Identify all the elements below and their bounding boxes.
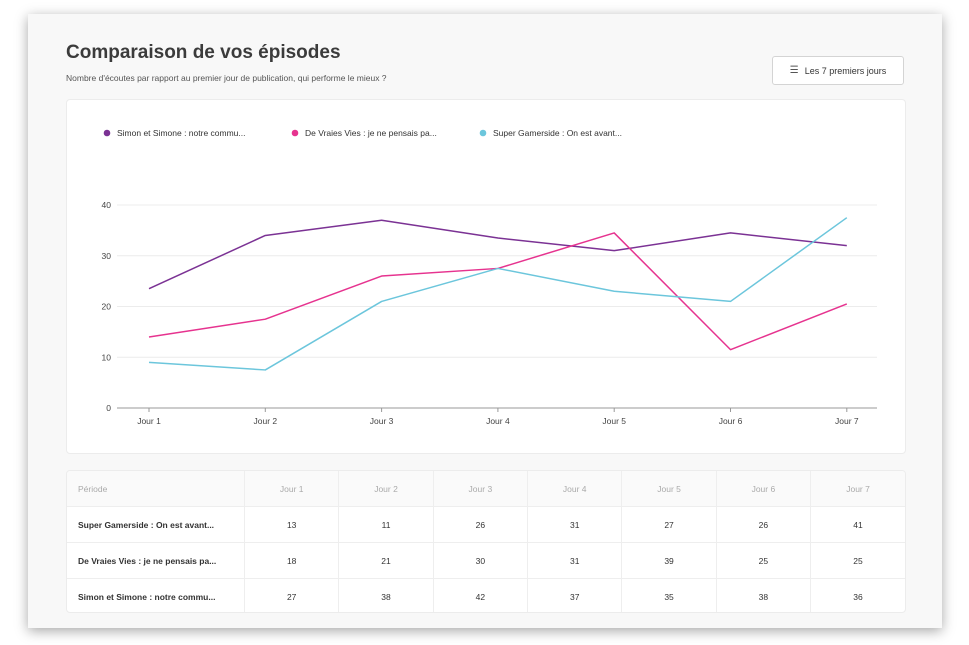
sort-lines-icon: ☰ xyxy=(789,65,799,76)
table-row: Super Gamerside : On est avant... 13 11 26 3… xyxy=(67,506,905,543)
x-tick-label: Jour 1 xyxy=(137,416,161,426)
episode-name-cell: Simon et Simone : notre commu... xyxy=(78,591,216,602)
value-cell: 27 xyxy=(243,578,339,612)
legend-marker xyxy=(291,129,299,137)
table-header-row: Période Jour 1 Jour 2 Jour 3 Jour 4 Jour 5 Jou… xyxy=(67,471,905,507)
series-line xyxy=(148,217,848,371)
value-cell: 42 xyxy=(432,578,528,612)
chart-card: Simon et Simone : notre commu... De Vraie… xyxy=(66,99,906,454)
value-cell: 35 xyxy=(621,578,717,612)
y-tick-label: 20 xyxy=(102,302,112,312)
page-title: Comparaison de vos épisodes xyxy=(66,42,341,63)
line-chart: Simon et Simone : notre commu... De Vraie… xyxy=(102,128,877,426)
x-tick-label: Jour 2 xyxy=(253,416,277,426)
column-header-day: Jour 7 xyxy=(810,471,905,507)
value-cell: 41 xyxy=(810,506,905,543)
episode-name-cell: Super Gamerside : On est avant... xyxy=(67,506,245,543)
y-tick-label: 10 xyxy=(102,352,112,362)
column-header-day: Jour 1 xyxy=(243,471,339,507)
column-header-day: Jour 4 xyxy=(527,471,622,507)
legend-label: Simon et Simone : notre commu... xyxy=(117,128,246,138)
legend-label: De Vraies Vies : je ne pensais pa... xyxy=(305,128,437,138)
table-row: De Vraies Vies : je ne pensais pa... 18 21… xyxy=(67,542,905,579)
value-cell: 36 xyxy=(810,578,905,612)
column-header-day: Jour 2 xyxy=(338,471,434,507)
legend-marker xyxy=(103,129,111,137)
column-header-period: Période xyxy=(67,471,245,507)
value-cell: 27 xyxy=(621,506,717,543)
table-row: Simon et Simone : notre commu... 27 38 42 37… xyxy=(67,578,905,612)
series-line xyxy=(148,219,847,290)
column-header-day: Jour 6 xyxy=(715,471,811,507)
y-tick-label: 40 xyxy=(102,200,112,210)
y-tick-label: 30 xyxy=(102,251,112,261)
legend-marker xyxy=(479,129,487,137)
value-cell: 25 xyxy=(810,542,905,579)
value-cell: 11 xyxy=(338,506,434,543)
x-tick-label: Jour 3 xyxy=(370,416,394,426)
page-subtitle: Nombre d'écoutes par rapport au premier … xyxy=(66,73,387,83)
value-cell: 38 xyxy=(715,578,811,612)
value-cell: 21 xyxy=(338,542,434,579)
series-line xyxy=(148,232,848,351)
value-cell: 31 xyxy=(527,506,622,543)
value-cell: 30 xyxy=(432,542,528,579)
x-tick-label: Jour 5 xyxy=(602,416,626,426)
column-header-day: Jour 3 xyxy=(432,471,528,507)
x-tick-label: Jour 7 xyxy=(835,416,859,426)
period-filter-label: Les 7 premiers jours xyxy=(804,65,887,76)
value-cell: 31 xyxy=(527,542,622,579)
x-tick-label: Jour 6 xyxy=(719,416,743,426)
value-cell: 38 xyxy=(338,578,434,612)
legend-label: Super Gamerside : On est avant... xyxy=(493,128,622,138)
value-cell: 25 xyxy=(715,542,811,579)
value-cell: 26 xyxy=(715,506,811,543)
value-cell: 39 xyxy=(621,542,717,579)
value-cell: 13 xyxy=(243,506,339,543)
value-cell: 18 xyxy=(243,542,339,579)
x-tick-label: Jour 4 xyxy=(486,416,510,426)
period-filter-button[interactable]: ☰ Les 7 premiers jours xyxy=(772,56,904,85)
value-cell: 26 xyxy=(432,506,528,543)
comparison-table: Période Jour 1 Jour 2 Jour 3 Jour 4 Jour 5 Jou… xyxy=(66,470,906,613)
column-header-day: Jour 5 xyxy=(621,471,717,507)
y-tick-label: 0 xyxy=(106,403,111,413)
value-cell: 37 xyxy=(527,578,622,612)
page-container: Comparaison de vos épisodes Nombre d'éco… xyxy=(28,14,942,628)
episode-name-cell: De Vraies Vies : je ne pensais pa... xyxy=(67,542,245,579)
